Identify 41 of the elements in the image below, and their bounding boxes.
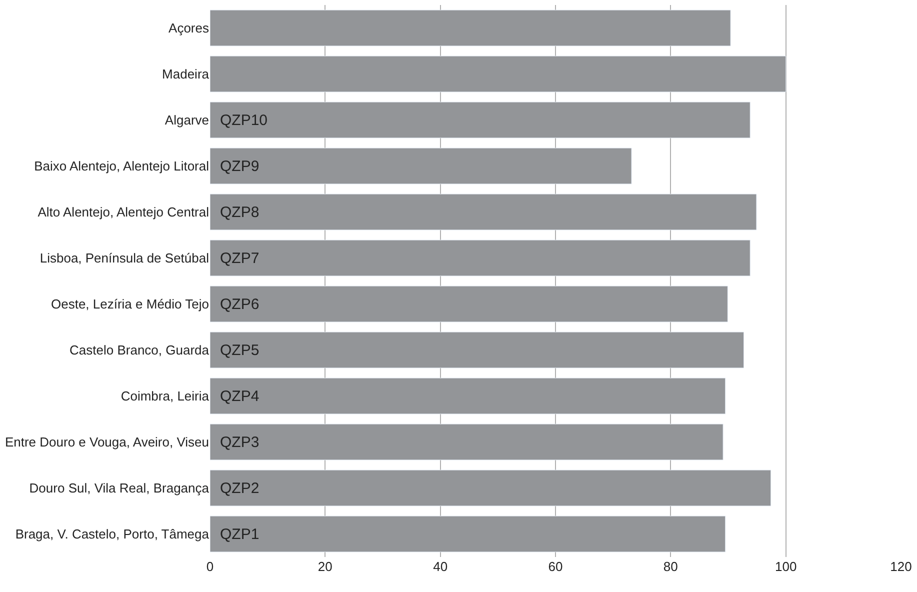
y-tick-label: Castelo Branco, Guarda	[70, 342, 210, 358]
annotation: QZP9	[220, 158, 260, 175]
bar	[210, 102, 750, 138]
annotation: QZP7	[220, 250, 260, 267]
x-tick-label: 100	[774, 559, 797, 574]
y-tick-label: Entre Douro e Vouga, Aveiro, Viseu	[4, 434, 209, 450]
y-tick-label: Douro Sul, Vila Real, Bragança	[29, 480, 210, 496]
annotation: QZP10	[220, 112, 268, 129]
y-tick-label: Algarve	[164, 112, 209, 128]
bar	[210, 332, 744, 368]
x-tick-label: 80	[663, 559, 678, 574]
bar	[210, 240, 750, 276]
bar	[210, 378, 726, 414]
y-tick-label: Braga, V. Castelo, Porto, Tâmega	[15, 526, 210, 542]
x-tick-label: 60	[548, 559, 563, 574]
bar	[210, 10, 731, 46]
bar	[210, 194, 757, 230]
bar	[210, 516, 726, 552]
annotation: QZP8	[220, 204, 260, 221]
y-tick-label: Coimbra, Leiria	[120, 388, 210, 404]
annotation: QZP3	[220, 434, 260, 451]
y-tick-label: Madeira	[162, 66, 210, 82]
annotation: QZP5	[220, 342, 260, 359]
bar	[210, 56, 786, 92]
x-tick-label: 40	[433, 559, 448, 574]
annotation: QZP4	[220, 388, 260, 405]
annotation: QZP6	[220, 296, 260, 313]
y-tick-label: Baixo Alentejo, Alentejo Litoral	[34, 158, 210, 174]
annotation: QZP2	[220, 480, 260, 497]
bar	[210, 424, 724, 460]
bar	[210, 470, 772, 506]
bar	[210, 286, 728, 322]
annotation: QZP1	[220, 526, 260, 543]
x-tick-label: 0	[206, 559, 214, 574]
y-tick-label: Alto Alentejo, Alentejo Central	[38, 204, 210, 220]
x-tick-label: 20	[318, 559, 332, 574]
y-tick-label: Lisboa, Península de Setúbal	[40, 250, 210, 266]
x-tick-label: 120	[890, 559, 912, 574]
bar	[210, 148, 632, 184]
y-tick-label: Oeste, Lezíria e Médio Tejo	[50, 296, 209, 312]
y-tick-label: Açores	[168, 20, 210, 36]
